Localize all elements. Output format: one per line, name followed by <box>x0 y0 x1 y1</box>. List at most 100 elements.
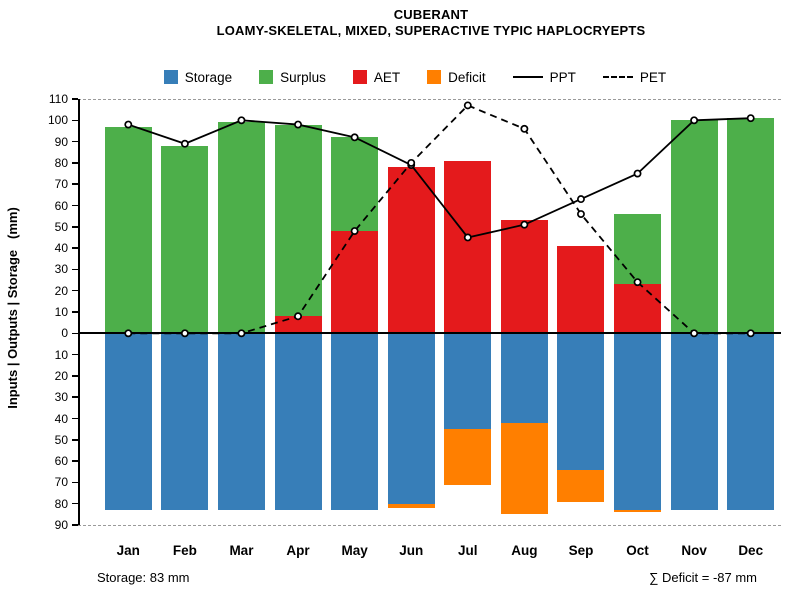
pet-point-jun <box>407 158 416 167</box>
y-axis-tick <box>72 204 78 207</box>
y-tick-label: 60 <box>54 198 68 213</box>
pet-point-aug <box>520 124 529 133</box>
legend-swatch-deficit <box>427 70 442 84</box>
pet-point-jul <box>463 101 472 110</box>
ppt-point-apr <box>294 120 302 129</box>
y-axis-tick <box>72 98 78 100</box>
legend-item-surplus: Surplus <box>259 70 326 85</box>
bar-segment-aet <box>387 167 435 334</box>
pet-point-may <box>350 227 359 236</box>
bar-segment-surplus <box>217 122 265 334</box>
month-label-sep: Sep <box>568 543 594 558</box>
ppt-point-nov <box>690 116 699 125</box>
month-label-jan: Jan <box>116 543 140 558</box>
y-tick-label: 70 <box>54 177 68 192</box>
legend-item-ppt: PPT <box>512 69 576 85</box>
bar-segment-surplus <box>331 137 379 232</box>
y-tick-label: 90 <box>54 134 68 149</box>
legend-swatch-storage <box>163 70 178 84</box>
ppt-point-oct <box>633 169 642 178</box>
y-axis-tick <box>72 375 78 377</box>
y-axis-tick <box>72 417 78 420</box>
bar-segment-aet <box>331 231 379 334</box>
y-tick-label: 40 <box>54 241 68 256</box>
bar-segment-storage <box>670 333 718 511</box>
bar-segment-storage <box>274 333 322 511</box>
legend-label: PET <box>639 69 667 85</box>
y-axis-tick <box>72 460 78 462</box>
gridline-110mm <box>78 99 781 100</box>
y-tick-label: 70 <box>54 475 68 490</box>
bar-segment-deficit <box>500 422 548 515</box>
y-axis-tick <box>72 353 78 356</box>
bar-segment-surplus <box>670 120 718 334</box>
month-label-apr: Apr <box>286 543 310 558</box>
y-tick-label: 0 <box>61 326 68 341</box>
legend-item-deficit: Deficit <box>427 70 486 85</box>
y-axis-tick <box>72 311 78 313</box>
y-axis-tick <box>72 502 78 505</box>
bar-segment-aet <box>444 160 492 334</box>
month-label-jun: Jun <box>399 543 424 558</box>
y-axis-line <box>78 99 80 525</box>
bar-segment-storage <box>557 333 605 470</box>
y-axis-tick <box>72 439 78 441</box>
y-tick-label: 30 <box>54 262 68 277</box>
plot-area <box>78 99 781 526</box>
bar-segment-surplus <box>614 214 662 285</box>
month-label-mar: Mar <box>229 543 254 558</box>
chart-legend: Storage Surplus AET Deficit PPT PET <box>40 66 790 88</box>
month-label-nov: Nov <box>681 543 707 558</box>
bar-segment-storage <box>331 333 379 511</box>
ppt-point-mar <box>237 116 246 125</box>
bar-segment-surplus <box>727 118 775 334</box>
legend-item-storage: Storage <box>163 70 232 85</box>
bar-segment-storage <box>727 333 775 511</box>
y-axis-title: Inputs | Outputs | Storage (mm) <box>5 207 20 409</box>
legend-item-pet: PET <box>602 69 667 85</box>
legend-swatch-aet <box>352 70 367 84</box>
y-axis-tick <box>72 226 78 228</box>
bar-segment-storage <box>500 333 548 423</box>
y-tick-label: 110 <box>48 92 68 106</box>
y-tick-label: 50 <box>54 432 68 447</box>
pet-point-sep <box>577 210 585 218</box>
y-axis-tick <box>72 247 78 249</box>
legend-label: PPT <box>549 69 576 85</box>
bar-segment-storage <box>614 333 662 511</box>
y-tick-label: 20 <box>54 283 68 298</box>
bar-segment-deficit <box>557 469 605 502</box>
legend-linesample-pet <box>602 76 633 78</box>
bar-segment-surplus <box>104 126 152 334</box>
pet-point-oct <box>633 278 642 287</box>
bar-segment-aet <box>500 220 548 334</box>
legend-label: Surplus <box>280 69 326 85</box>
ppt-point-aug <box>520 220 529 229</box>
ppt-line <box>128 117 751 239</box>
month-label-aug: Aug <box>511 543 538 558</box>
pet-point-apr <box>294 312 302 321</box>
bar-segment-storage <box>387 333 435 504</box>
ppt-point-feb <box>180 139 189 148</box>
y-tick-label: 30 <box>54 390 68 405</box>
ppt-point-jul <box>463 233 472 242</box>
y-axis-tick <box>72 289 78 292</box>
month-label-may: May <box>341 543 368 558</box>
ppt-point-sep <box>577 195 585 204</box>
y-tick-label: 90 <box>54 518 68 532</box>
pet-point-feb <box>180 329 189 338</box>
y-tick-label: 10 <box>54 347 68 362</box>
y-axis-tick <box>72 396 78 398</box>
legend-linesample-ppt <box>512 76 543 78</box>
pet-point-dec <box>746 329 755 338</box>
bar-segment-aet <box>557 245 605 334</box>
bar-segment-storage <box>161 333 209 511</box>
y-axis-tick <box>72 119 78 122</box>
bar-segment-aet <box>614 284 662 334</box>
lines-overlay <box>124 101 755 338</box>
gridline--90mm <box>78 525 781 526</box>
y-tick-label: 10 <box>54 305 68 319</box>
bar-segment-surplus <box>274 124 322 317</box>
ppt-point-dec <box>746 114 755 123</box>
